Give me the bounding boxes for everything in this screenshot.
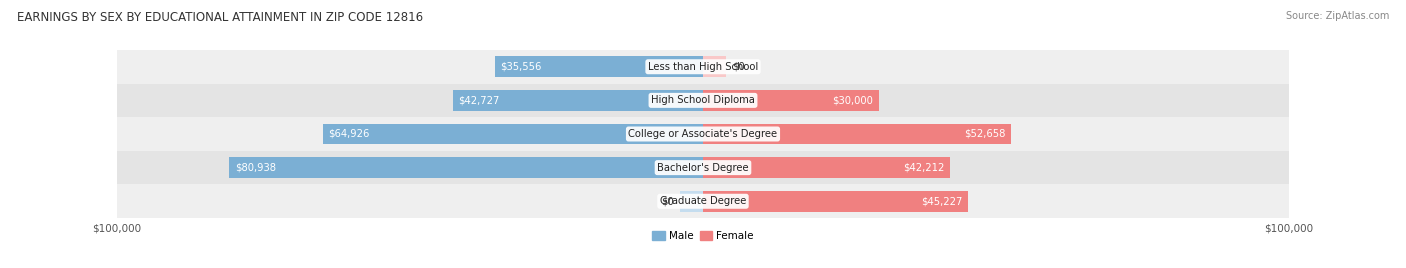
- Text: $0: $0: [733, 62, 745, 72]
- Text: Graduate Degree: Graduate Degree: [659, 196, 747, 206]
- Text: College or Associate's Degree: College or Associate's Degree: [628, 129, 778, 139]
- Bar: [229, 157, 703, 178]
- Bar: [117, 117, 1289, 151]
- Legend: Male, Female: Male, Female: [648, 227, 758, 245]
- Bar: [703, 90, 879, 111]
- Bar: [703, 191, 967, 212]
- Text: High School Diploma: High School Diploma: [651, 95, 755, 105]
- Text: $35,556: $35,556: [501, 62, 541, 72]
- Bar: [117, 184, 1289, 218]
- Text: $80,938: $80,938: [235, 163, 276, 173]
- Text: EARNINGS BY SEX BY EDUCATIONAL ATTAINMENT IN ZIP CODE 12816: EARNINGS BY SEX BY EDUCATIONAL ATTAINMEN…: [17, 11, 423, 24]
- Bar: [495, 56, 703, 77]
- Text: Source: ZipAtlas.com: Source: ZipAtlas.com: [1285, 11, 1389, 21]
- Text: $64,926: $64,926: [329, 129, 370, 139]
- Text: Less than High School: Less than High School: [648, 62, 758, 72]
- Bar: [117, 50, 1289, 84]
- Bar: [703, 56, 727, 77]
- Text: $45,227: $45,227: [921, 196, 962, 206]
- Bar: [322, 124, 703, 144]
- Text: $0: $0: [661, 196, 673, 206]
- Bar: [453, 90, 703, 111]
- Bar: [703, 157, 950, 178]
- Text: Bachelor's Degree: Bachelor's Degree: [657, 163, 749, 173]
- Bar: [117, 151, 1289, 184]
- Bar: [679, 191, 703, 212]
- Text: $42,727: $42,727: [458, 95, 501, 105]
- Bar: [117, 84, 1289, 117]
- Text: $42,212: $42,212: [903, 163, 945, 173]
- Text: $30,000: $30,000: [832, 95, 873, 105]
- Bar: [703, 124, 1011, 144]
- Text: $52,658: $52,658: [965, 129, 1005, 139]
